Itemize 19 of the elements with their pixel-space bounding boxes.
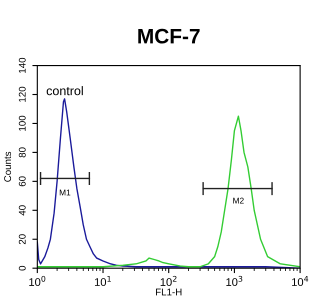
y-tick-label: 80 bbox=[18, 147, 26, 158]
x-tick-label: 10$^{0}$ bbox=[29, 276, 46, 286]
annotation: M2 bbox=[233, 198, 244, 204]
annotation: M1 bbox=[60, 190, 70, 196]
x-tick-label: 10$^{1}$ bbox=[94, 276, 111, 286]
y-tick-label: 20 bbox=[18, 234, 26, 244]
annotation: control bbox=[46, 86, 83, 96]
y-tick-label: 60 bbox=[18, 176, 26, 186]
x-tick-label: 10$^{4}$ bbox=[292, 276, 308, 286]
x-tick-label: 10$^{3}$ bbox=[226, 276, 242, 286]
y-tick-label: 40 bbox=[18, 205, 26, 216]
y-tick-label: 0 bbox=[18, 266, 26, 271]
y-axis-title: Counts bbox=[4, 152, 12, 182]
y-tick-label: 100 bbox=[18, 116, 26, 131]
x-axis-title: FL1-H bbox=[156, 288, 182, 296]
x-tick-label: 10$^{2}$ bbox=[160, 276, 176, 286]
y-tick-label: 120 bbox=[18, 86, 26, 102]
y-tick-label: 140 bbox=[18, 58, 26, 73]
chart-title: MCF-7 bbox=[138, 28, 200, 44]
